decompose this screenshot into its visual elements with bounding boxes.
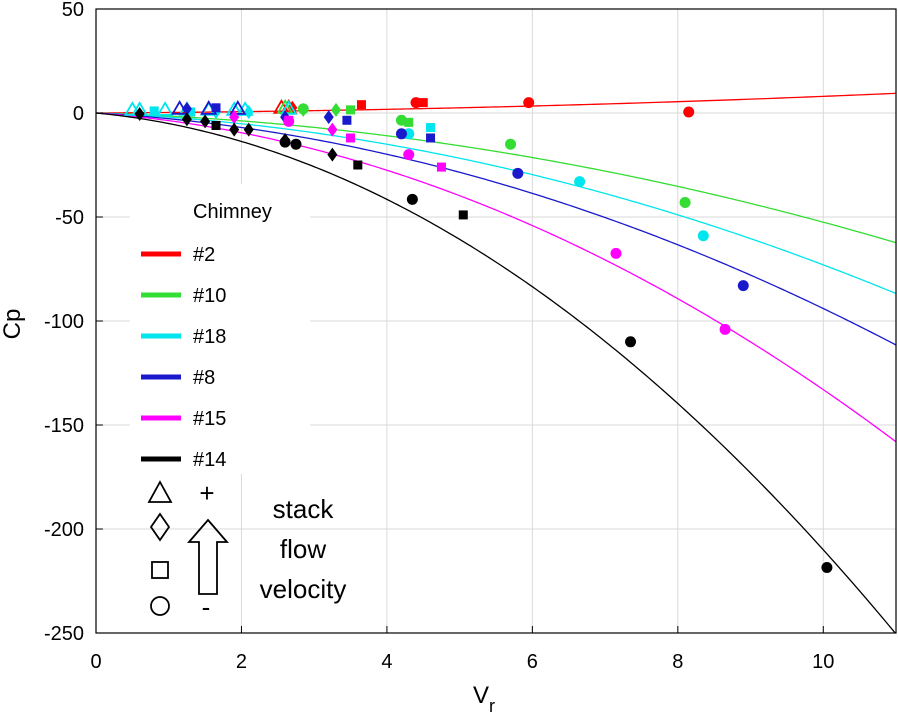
- data-point-square: [353, 160, 363, 170]
- x-tick-label: 4: [381, 651, 392, 673]
- data-point-triangle: [156, 101, 174, 116]
- y-tick-label: 0: [73, 103, 84, 125]
- data-point-circle: [290, 138, 302, 150]
- y-tick-label: -150: [44, 415, 84, 437]
- legend-entry-label: #15: [193, 408, 226, 430]
- data-point-square: [426, 123, 436, 133]
- data-point-circle: [406, 193, 418, 205]
- data-point-square: [186, 107, 196, 117]
- data-point-diamond: [323, 110, 334, 125]
- data-point-diamond: [331, 102, 341, 117]
- data-point-circle: [625, 336, 637, 348]
- data-point-square: [346, 105, 356, 115]
- data-point-circle: [395, 114, 407, 126]
- data-points: [123, 97, 833, 573]
- data-point-circle: [403, 149, 415, 161]
- data-point-square: [426, 133, 436, 143]
- data-point-diamond: [243, 122, 254, 137]
- annotation-flow: flow: [280, 534, 326, 564]
- data-point-circle: [821, 561, 833, 573]
- data-point-diamond: [243, 104, 254, 119]
- x-tick-label: 8: [672, 651, 683, 673]
- data-point-circle: [737, 280, 749, 292]
- data-point-square: [149, 106, 159, 116]
- minus-sign: -: [202, 592, 211, 622]
- up-arrow-icon: [187, 518, 229, 595]
- x-tick-label: 2: [236, 651, 247, 673]
- data-point-circle: [297, 103, 309, 115]
- triangle-marker-key: [147, 480, 173, 503]
- x-axis-title: Vr: [473, 682, 495, 716]
- legend-entry-label: #18: [193, 326, 226, 348]
- square-marker-key: [151, 561, 169, 579]
- data-point-square: [342, 115, 352, 125]
- data-point-circle: [395, 128, 407, 140]
- data-point-square: [404, 117, 414, 127]
- data-point-diamond: [181, 101, 192, 116]
- data-point-circle: [505, 138, 517, 150]
- fit-curve-chimney-15: [96, 112, 896, 443]
- data-point-circle: [410, 97, 422, 109]
- circle-marker-key: [150, 596, 170, 616]
- legend-entry-label: #10: [193, 285, 226, 307]
- y-axis-title: Cp: [0, 309, 26, 340]
- x-tick-label: 10: [812, 651, 834, 673]
- data-point-square: [458, 210, 468, 220]
- x-tick-label: 0: [90, 651, 101, 673]
- data-point-circle: [719, 323, 731, 335]
- x-tick-label: 6: [527, 651, 538, 673]
- data-point-square: [418, 98, 428, 108]
- y-tick-label: -200: [44, 519, 84, 541]
- annotation-velocity: velocity: [260, 574, 347, 604]
- plus-sign: +: [199, 478, 214, 508]
- data-point-circle: [512, 167, 524, 179]
- y-tick-label: -250: [44, 623, 84, 645]
- data-point-diamond: [134, 107, 145, 122]
- diamond-marker-key: [149, 512, 171, 542]
- data-point-circle: [523, 97, 535, 109]
- fit-curve-chimney-10: [96, 112, 896, 244]
- legend-entry-label: #8: [193, 367, 215, 389]
- data-point-diamond: [229, 122, 240, 137]
- y-tick-label: -50: [55, 207, 84, 229]
- legend: Chimney #2 #10 #18 #8 #15 #14: [130, 184, 310, 474]
- data-point-square: [356, 100, 366, 110]
- data-point-circle: [610, 247, 622, 259]
- data-point-square: [211, 120, 221, 130]
- annotation-stack: stack: [273, 494, 335, 524]
- y-tick-label: -100: [44, 311, 84, 333]
- legend-title: Chimney: [193, 201, 272, 223]
- legend-entry-label: #2: [193, 244, 215, 266]
- marker-key: + - stack flow velocity: [147, 478, 347, 622]
- data-point-diamond: [327, 122, 338, 137]
- legend-background: [130, 184, 310, 474]
- data-point-triangle: [229, 100, 247, 115]
- y-tick-label: 50: [62, 0, 84, 21]
- data-point-diamond: [181, 112, 192, 127]
- data-point-circle: [283, 115, 295, 127]
- fit-curve-chimney-18: [96, 112, 896, 295]
- data-point-square: [211, 103, 221, 113]
- data-point-circle: [279, 136, 291, 148]
- legend-entry-label: #14: [193, 449, 226, 471]
- data-point-square: [346, 133, 356, 143]
- data-point-diamond: [327, 147, 338, 162]
- fit-curve-chimney-14: [96, 112, 896, 633]
- data-point-circle: [574, 176, 586, 188]
- data-point-diamond: [229, 110, 240, 125]
- data-point-square: [436, 162, 446, 172]
- data-point-circle: [697, 230, 709, 242]
- data-point-circle: [679, 196, 691, 208]
- fit-curve-chimney-8: [96, 112, 896, 346]
- data-point-triangle: [280, 100, 298, 115]
- data-point-circle: [683, 106, 695, 118]
- axis-ticks: 0 2 4 6 8 10 50 0 -50 -100 -150 -200 -250: [44, 0, 834, 673]
- data-point-diamond: [200, 114, 211, 129]
